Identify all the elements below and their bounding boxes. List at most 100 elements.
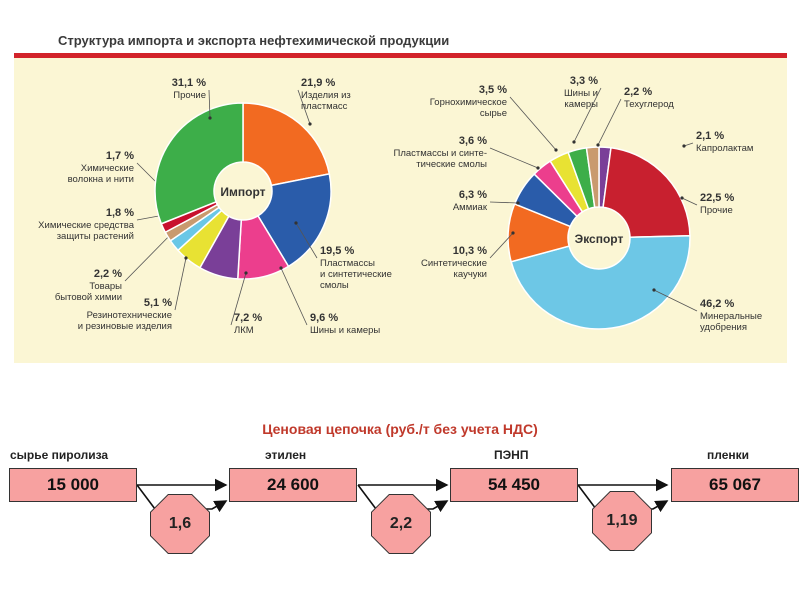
pie2-label-6-2: тические смолы [416,159,487,170]
pie2-pct-9: 2,2 % [624,86,652,98]
stage-value-ldpe: 54 450 [450,468,578,502]
pie1-slice-9 [154,102,244,225]
pie1-pct-4: 7,2 % [234,312,262,324]
pie2-label-3-2: удобрения [700,322,747,333]
pie2-pct-5: 6,3 % [459,189,487,201]
pie2-leader-dot-4 [511,231,515,235]
pie1-label-1-1: Изделия из [301,90,351,101]
title-rule [14,53,787,58]
pie1-leader-9 [208,89,211,119]
pie1-leader-dot-4 [244,271,248,275]
pie2-pct-3: 46,2 % [700,298,734,310]
pie2-leader-dot-3 [652,288,656,292]
pie1-label-6-2: бытовой химии [55,292,122,303]
multiplier-3: 1,19 [593,492,651,550]
pie1-label-5-1: Резинотехнические [87,310,172,321]
pie1-leader-4 [230,272,247,326]
pie1-label-8-1: Химические [81,163,134,174]
pie1-leader-dot-5 [184,256,188,260]
pie2-pct-7: 3,5 % [479,84,507,96]
pie1-label-6-1: Товары [89,281,122,292]
multiplier-1: 1,6 [151,495,209,553]
pie1-label-2-2: и синтетические [320,269,392,280]
stage-value-films: 65 067 [671,468,799,502]
pie2-leader-dot-7 [554,148,558,152]
pie2-leader-9 [597,98,622,146]
pie1-label-3-1: Шины и камеры [310,325,380,336]
pie2-leader-dot-5 [516,201,520,205]
pie2-leader-dot-1 [682,144,686,148]
pie1-label-9-1: Прочие [173,90,206,101]
pie2-slice-9 [585,146,600,209]
pie2-center-label: Экспорт [575,232,624,246]
pie2-slice-2 [602,146,691,238]
pie1-pct-9: 31,1 % [172,77,206,89]
pie2-pct-8: 3,3 % [570,75,598,87]
stage-label-ldpe: ПЭНП [494,448,529,462]
pie2-label-2-1: Прочие [700,205,733,216]
pie2-leader-dot-9 [596,143,600,147]
pie1-pct-1: 21,9 % [301,77,335,89]
pie2-pct-6: 3,6 % [459,135,487,147]
pie1-leader-dot-1 [308,122,312,126]
pie1-leader-5 [174,257,187,311]
pie1-pct-5: 5,1 % [144,297,172,309]
pie1-leader-2 [295,222,318,259]
pie2-slice-3 [510,234,691,330]
chart-title: Структура импорта и экспорта нефтехимиче… [58,33,450,48]
pie2-label-5-1: Аммиак [453,202,488,213]
pie2-leader-6 [489,147,539,169]
pie2-leader-4 [489,232,514,259]
multiplier-2: 2,2 [372,495,430,553]
pie2-leader-dot-8 [572,140,576,144]
pie1-label-7-2: защиты растений [57,231,134,242]
pie1-label-2-3: смолы [320,280,349,291]
pie2-leader-2 [681,197,698,206]
price-chain-title: Ценовая цепочка (руб./т без учета НДС) [262,421,538,437]
pie1-leader-dot-3 [279,266,283,270]
pie2-label-3-1: Минеральные [700,311,762,322]
pie2-leader-dot-6 [536,166,540,170]
pie1-label-8-2: волокна и нити [68,174,134,185]
pie1-pct-7: 1,8 % [106,207,134,219]
pie2-leader-5 [489,201,519,204]
pie1-leader-1 [297,89,311,125]
pie2-label-4-2: каучуки [454,269,487,280]
pie2-label-9-1: Техуглерод [624,99,674,110]
stage-label-pyrolysis: сырье пиролиза [10,448,109,462]
pie2-label-7-2: сырье [480,108,507,119]
pie2-pct-2: 22,5 % [700,192,734,204]
pie1-label-4-1: ЛКМ [234,325,254,336]
pie2-leader-dot-2 [680,196,684,200]
pie2-label-7-1: Горнохимическое [430,97,507,108]
stage-value-ethylene: 24 600 [229,468,357,502]
pie1-center-label: Импорт [220,185,265,199]
pie2-pct-1: 2,1 % [696,130,724,142]
pie2-leader-8 [573,87,602,143]
pie1-pct-6: 2,2 % [94,268,122,280]
pie1-leader-dot-2 [294,221,298,225]
stage-label-films: пленки [707,448,750,462]
pie2-label-6-1: Пластмассы и синте- [394,148,487,159]
pie1-label-1-2: пластмасс [301,101,348,112]
pie2-label-1-1: Капролактам [696,143,753,154]
pie1-label-5-2: и резиновые изделия [78,321,172,332]
pie2-pct-4: 10,3 % [453,245,487,257]
pie1-pct-2: 19,5 % [320,245,354,257]
chart-panel: 21,9 % Изделия из пластмасс 19,5 % Пластмасс… [14,58,787,363]
pie1-slice-1 [242,102,331,187]
pie1-pct-8: 1,7 % [106,150,134,162]
pie1-label-2-1: Пластмассы [320,258,375,269]
stage-label-ethylene: этилен [265,448,307,462]
pie2-label-4-1: Синтетические [421,258,487,269]
pie1-pct-3: 9,6 % [310,312,338,324]
pie1-leader-dot-9 [208,116,212,120]
pie2-leader-3 [653,289,698,312]
pie2-leader-7 [509,96,557,151]
pie1-slice-2 [256,172,332,268]
pie1-leader-3 [280,267,308,326]
pie2-label-8-1: Шины и [564,88,598,99]
stage-value-pyrolysis: 15 000 [9,468,137,502]
pie2-label-8-2: камеры [564,99,598,110]
